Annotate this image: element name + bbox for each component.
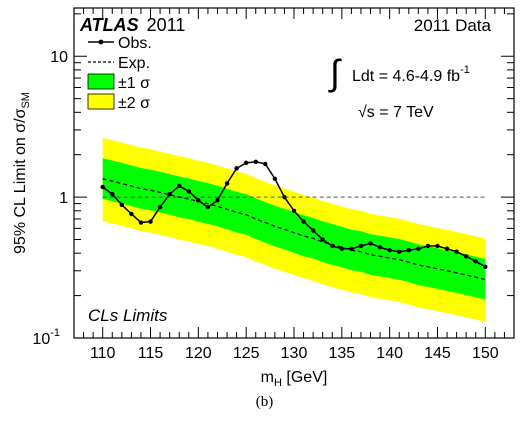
lumi-label: Ldt = 4.6-4.9 fb-1	[352, 64, 470, 85]
atlas-label: ATLAS 2011	[79, 15, 185, 35]
y-tick-label: 1	[59, 190, 68, 207]
observed-point	[263, 161, 268, 167]
observed-point	[119, 202, 125, 208]
method-label: CLs Limits	[88, 306, 168, 325]
observed-point	[148, 219, 153, 224]
observed-point	[129, 211, 134, 217]
legend-label: ±1 σ	[118, 75, 150, 92]
series-lines	[100, 159, 488, 281]
observed-point	[425, 243, 431, 249]
x-tick-label: 125	[233, 345, 260, 362]
axis-ticks	[73, 8, 515, 339]
observed-point	[243, 160, 249, 166]
figure-caption: (b)	[255, 394, 274, 410]
observed-point	[186, 189, 191, 194]
legend-band-marker	[87, 93, 115, 110]
x-tick-label: 120	[185, 345, 212, 362]
observed-point	[358, 243, 364, 249]
observed-point	[310, 228, 316, 233]
energy-label: √s = 7 TeV	[358, 104, 434, 121]
observed-point	[416, 246, 421, 251]
x-tick-label: 115	[138, 345, 164, 362]
band-1sigma	[102, 158, 486, 300]
legend-obs-marker	[98, 39, 104, 45]
observed-point	[444, 246, 450, 251]
observed-point	[272, 176, 278, 181]
legend: Obs. Exp. ±1 σ ±2 σ	[87, 35, 152, 112]
observed-point	[368, 241, 373, 246]
x-tick-label: 145	[424, 345, 451, 362]
x-tick-label: 130	[281, 345, 308, 362]
expected-line	[102, 178, 486, 281]
x-tick-label: 135	[328, 345, 355, 362]
x-tick-label: 140	[376, 345, 403, 362]
observed-point	[157, 204, 163, 210]
observed-point	[205, 204, 211, 210]
observed-point	[387, 247, 392, 253]
x-tick-label: 110	[90, 345, 116, 362]
legend-label: Exp.	[118, 55, 150, 72]
y-axis-label: 95% CL Limit on σ/σSM	[12, 92, 32, 254]
observed-point	[100, 184, 105, 190]
observed-point	[110, 191, 115, 197]
x-axis-label: mH [GeV]	[261, 369, 328, 389]
observed-point	[406, 247, 411, 253]
x-tick-label: 150	[472, 345, 499, 362]
observed-point	[224, 181, 230, 186]
observed-point	[397, 249, 402, 254]
observed-point	[177, 183, 182, 189]
legend-band-marker	[87, 73, 115, 90]
observed-point	[253, 159, 258, 165]
sigma-bands	[102, 137, 486, 322]
observed-point	[483, 264, 488, 270]
y-tick-label: 10	[50, 49, 68, 66]
observed-point	[138, 220, 144, 225]
data-label: 2011 Data	[414, 16, 492, 35]
observed-point	[473, 259, 478, 264]
observed-point	[301, 219, 306, 224]
observed-point	[215, 198, 220, 203]
observed-point	[454, 249, 459, 254]
observed-point	[463, 254, 469, 259]
observed-point	[435, 243, 440, 249]
lumi-integral: ∫	[328, 52, 342, 93]
legend-label: ±2 σ	[118, 95, 150, 112]
observed-point	[291, 208, 297, 213]
observed-point	[234, 166, 239, 171]
legend-label: Obs.	[118, 35, 152, 52]
observed-point	[377, 245, 383, 250]
observed-point	[282, 194, 287, 200]
observed-point	[320, 237, 325, 242]
y-tick-label: 10-1	[32, 327, 60, 348]
